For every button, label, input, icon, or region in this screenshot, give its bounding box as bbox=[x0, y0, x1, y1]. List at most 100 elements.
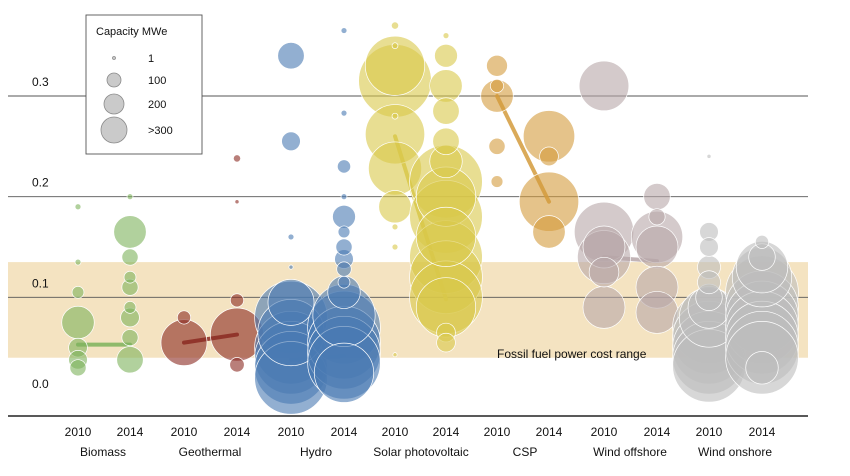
data-point bbox=[578, 60, 630, 112]
data-point bbox=[415, 206, 477, 267]
data-point bbox=[378, 190, 412, 224]
category-label: Solar photovoltaic bbox=[373, 445, 468, 459]
data-point bbox=[337, 225, 351, 239]
data-point bbox=[697, 270, 721, 295]
data-point bbox=[745, 351, 779, 385]
data-point bbox=[337, 275, 351, 289]
data-point bbox=[313, 342, 375, 403]
legend-title: Capacity MWe bbox=[96, 26, 167, 38]
data-point bbox=[113, 215, 147, 249]
y-tick-label: 0.2 bbox=[32, 176, 49, 190]
category-label: CSP bbox=[513, 445, 538, 459]
data-point bbox=[233, 154, 241, 163]
x-tick-label: 2010 bbox=[696, 425, 723, 439]
data-point bbox=[539, 146, 559, 167]
series-geothermal bbox=[160, 154, 264, 373]
data-point bbox=[588, 256, 620, 288]
y-tick-label: 0.0 bbox=[32, 377, 49, 391]
series-csp bbox=[480, 54, 580, 249]
x-tick-label: 2014 bbox=[749, 425, 776, 439]
x-tick-label: 2014 bbox=[224, 425, 251, 439]
legend-symbol bbox=[112, 56, 116, 60]
data-point bbox=[648, 208, 666, 226]
data-layer bbox=[61, 21, 799, 415]
data-point bbox=[490, 78, 504, 93]
category-label: Hydro bbox=[300, 445, 332, 459]
data-point bbox=[69, 359, 87, 377]
data-point bbox=[71, 286, 85, 299]
data-point bbox=[126, 193, 134, 200]
x-tick-label: 2014 bbox=[536, 425, 563, 439]
y-tick-label: 0.3 bbox=[32, 75, 49, 89]
data-point bbox=[229, 357, 245, 373]
data-point bbox=[121, 329, 139, 347]
category-label: Geothermal bbox=[179, 445, 242, 459]
data-point bbox=[177, 310, 191, 325]
data-point bbox=[488, 137, 506, 155]
data-point bbox=[635, 291, 679, 334]
data-point bbox=[281, 131, 301, 152]
data-point bbox=[336, 261, 352, 277]
data-point bbox=[699, 237, 719, 257]
data-point bbox=[340, 193, 348, 200]
data-point bbox=[429, 69, 463, 103]
data-point bbox=[635, 225, 679, 269]
data-point bbox=[340, 109, 348, 117]
x-tick-label: 2010 bbox=[278, 425, 305, 439]
category-label: Biomass bbox=[80, 445, 126, 459]
x-tick-label: 2010 bbox=[171, 425, 198, 439]
data-point bbox=[436, 332, 456, 353]
x-tick-label: 2014 bbox=[117, 425, 144, 439]
data-point bbox=[432, 97, 460, 125]
data-point bbox=[116, 346, 144, 374]
legend-label: >300 bbox=[148, 125, 173, 137]
y-tick-layer: 0.0 0.1 0.2 0.3 bbox=[32, 75, 49, 391]
x-tick-label: 2014 bbox=[644, 425, 671, 439]
data-point bbox=[337, 159, 351, 174]
data-point bbox=[532, 215, 566, 249]
legend-label: 200 bbox=[148, 99, 166, 111]
data-point bbox=[335, 238, 353, 256]
data-point bbox=[442, 32, 450, 39]
legend-symbol bbox=[106, 72, 122, 88]
data-point bbox=[277, 42, 305, 70]
data-point bbox=[340, 27, 348, 34]
x-tick-label: 2010 bbox=[591, 425, 618, 439]
data-point bbox=[364, 35, 426, 96]
data-point bbox=[391, 112, 399, 120]
y-tick-label: 0.1 bbox=[32, 276, 49, 290]
data-point bbox=[391, 243, 399, 251]
x-tick-label: 2014 bbox=[433, 425, 460, 439]
x-tick-label: 2010 bbox=[382, 425, 409, 439]
data-point bbox=[230, 293, 244, 308]
data-point bbox=[643, 183, 671, 211]
data-point bbox=[432, 127, 460, 155]
category-label: Wind offshore bbox=[593, 445, 667, 459]
data-point bbox=[486, 54, 508, 77]
data-point bbox=[706, 153, 712, 159]
legend: Capacity MWe 1 100 200 >300 bbox=[85, 14, 203, 155]
series-biomass bbox=[61, 193, 147, 377]
x-label-layer: 2010 2014 Biomass 2010 2014 Geothermal 2010 201… bbox=[65, 425, 776, 459]
data-point bbox=[160, 319, 208, 366]
series-hydro bbox=[254, 27, 381, 415]
legend-label: 100 bbox=[148, 75, 166, 87]
data-point bbox=[267, 279, 315, 326]
data-point bbox=[332, 204, 356, 229]
data-point bbox=[288, 264, 294, 270]
data-point bbox=[123, 270, 137, 284]
fossil-fuel-band-label: Fossil fuel power cost range bbox=[497, 347, 647, 361]
data-point bbox=[434, 43, 458, 68]
series-wind-offshore bbox=[573, 60, 684, 334]
data-point bbox=[121, 248, 139, 266]
data-point bbox=[391, 223, 399, 231]
category-label: Wind onshore bbox=[698, 445, 772, 459]
x-tick-label: 2014 bbox=[331, 425, 358, 439]
series-wind-onshore bbox=[672, 153, 799, 403]
data-point bbox=[74, 203, 82, 211]
data-point bbox=[287, 233, 295, 241]
legend-label: 1 bbox=[148, 53, 154, 65]
legend-symbol bbox=[103, 93, 125, 115]
data-point bbox=[391, 42, 399, 49]
